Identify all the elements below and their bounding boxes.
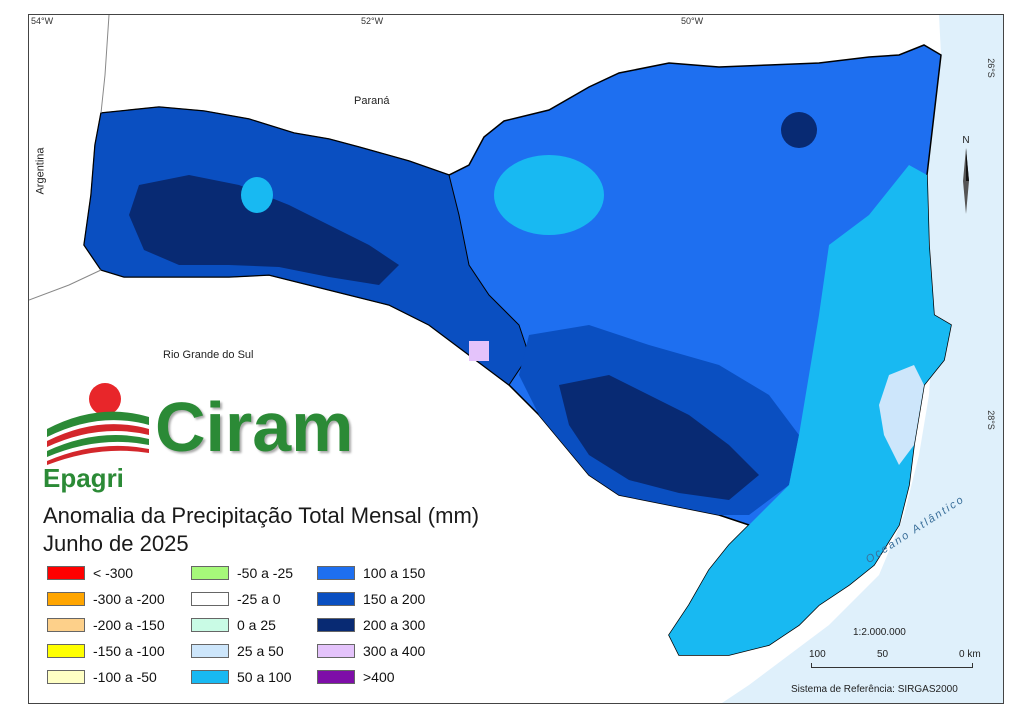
coast-pale-region	[879, 365, 924, 465]
legend-item: -200 a -150	[47, 616, 165, 634]
neighbor-border	[29, 269, 102, 301]
legend-label: 300 a 400	[363, 643, 426, 659]
legend-swatch	[47, 592, 85, 606]
legend-swatch	[317, 566, 355, 580]
legend-label: >400	[363, 669, 395, 685]
legend-item: 200 a 300	[317, 616, 425, 634]
scale-label-100: 100	[809, 649, 826, 660]
legend-item: < -300	[47, 564, 133, 582]
legend-label: 150 a 200	[363, 591, 426, 607]
legend-item: 300 a 400	[317, 642, 425, 660]
legend-item: 50 a 100	[191, 668, 292, 686]
label-parana: Paraná	[354, 95, 390, 107]
legend-label: 200 a 300	[363, 617, 426, 633]
legend-item: -100 a -50	[47, 668, 157, 686]
legend-swatch	[317, 618, 355, 632]
legend-label: 100 a 150	[363, 565, 426, 581]
west-darkest-region	[129, 175, 399, 285]
legend: < -300 -300 a -200 -200 a -150 -150 a -100 -…	[47, 564, 457, 699]
legend-item: 25 a 50	[191, 642, 284, 660]
scale-label-50: 50	[877, 649, 889, 660]
legend-swatch	[317, 644, 355, 658]
longitude-tick-54: 54°W	[31, 16, 54, 26]
south-darkest-region	[559, 375, 759, 500]
legend-swatch	[191, 566, 229, 580]
legend-swatch	[317, 670, 355, 684]
latitude-tick-28: 28°S	[986, 410, 997, 430]
precipitation-map	[29, 15, 1003, 703]
ocean-area	[722, 15, 1003, 703]
legend-label: 25 a 50	[237, 643, 284, 659]
north-arrow-icon: N	[956, 135, 976, 225]
logo-brand: Ciram	[155, 388, 354, 466]
legend-item: -300 a -200	[47, 590, 165, 608]
legend-item: -50 a -25	[191, 564, 293, 582]
northeast-dark-patch	[781, 112, 817, 148]
logo-org: Epagri	[43, 463, 124, 493]
legend-item: -25 a 0	[191, 590, 281, 608]
latitude-tick-26: 26°S	[986, 58, 997, 78]
reference-system: Sistema de Referência: SIRGAS2000	[791, 684, 958, 695]
legend-label: -25 a 0	[237, 591, 281, 607]
scale-bar: 1:2.000.000 100 50 0 km	[791, 627, 991, 697]
epagri-ciram-logo: Epagri Ciram	[39, 377, 399, 497]
map-subtitle: Junho de 2025	[43, 531, 189, 556]
longitude-tick-50: 50°W	[681, 16, 704, 26]
longitude-tick-52: 52°W	[361, 16, 384, 26]
legend-swatch	[47, 644, 85, 658]
legend-label: -50 a -25	[237, 565, 294, 581]
legend-item: >400	[317, 668, 395, 686]
legend-label: -150 a -100	[93, 643, 165, 659]
legend-label: 0 a 25	[237, 617, 276, 633]
neighbor-border-north	[100, 15, 110, 114]
label-argentina: Argentina	[34, 147, 47, 195]
label-rio-grande-do-sul: Rio Grande do Sul	[163, 349, 254, 361]
north-light-patch	[494, 155, 604, 235]
sun-icon	[89, 383, 121, 415]
legend-label: -100 a -50	[93, 669, 157, 685]
scale-ratio: 1:2.000.000	[853, 627, 906, 638]
legend-swatch	[191, 644, 229, 658]
legend-item: 150 a 200	[317, 590, 425, 608]
legend-swatch	[191, 592, 229, 606]
legend-label: < -300	[93, 565, 134, 581]
legend-swatch	[47, 670, 85, 684]
rs-pink-patch	[469, 341, 489, 361]
legend-item: 100 a 150	[317, 564, 425, 582]
map-frame: 54°W 52°W 50°W 26°S 28°S Paraná Argentin…	[28, 14, 1004, 704]
legend-label: -300 a -200	[93, 591, 165, 607]
scale-line	[811, 663, 973, 668]
legend-label: 50 a 100	[237, 669, 292, 685]
north-label: N	[962, 135, 970, 146]
scale-label-0: 0 km	[959, 649, 981, 660]
legend-swatch	[47, 566, 85, 580]
coast-light-region	[669, 165, 951, 655]
legend-item: -150 a -100	[47, 642, 165, 660]
legend-swatch	[191, 670, 229, 684]
legend-item: 0 a 25	[191, 616, 276, 634]
legend-swatch	[191, 618, 229, 632]
map-title: Anomalia da Precipitação Total Mensal (m…	[43, 503, 480, 528]
west-light-patch	[241, 177, 273, 213]
legend-swatch	[47, 618, 85, 632]
legend-swatch	[317, 592, 355, 606]
legend-label: -200 a -150	[93, 617, 165, 633]
